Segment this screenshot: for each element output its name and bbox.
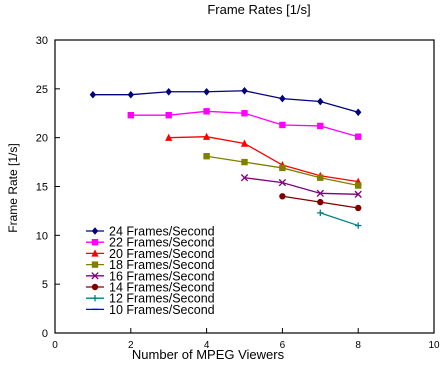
data-point	[91, 283, 99, 291]
chart-title: Frame Rates [1/s]	[207, 2, 310, 17]
data-point	[203, 87, 210, 96]
data-point	[317, 174, 324, 181]
data-point	[127, 90, 134, 99]
data-point	[127, 112, 134, 119]
data-point	[317, 209, 324, 217]
legend-label: 20 Frames/Second	[109, 247, 215, 261]
data-point	[91, 295, 99, 302]
data-point	[355, 222, 362, 229]
data-point	[203, 153, 210, 160]
series-line	[168, 136, 359, 183]
series-line	[244, 177, 359, 195]
data-point	[279, 94, 286, 103]
legend-entry: 12 Frames/Second	[86, 292, 215, 306]
data-point	[241, 158, 248, 166]
series-6	[279, 193, 362, 212]
y-axis-label: Frame Rate [1/s]	[6, 143, 20, 232]
series-1	[89, 86, 362, 117]
data-point	[240, 139, 249, 147]
data-point	[240, 174, 249, 182]
data-point	[91, 272, 99, 280]
data-point	[279, 121, 286, 129]
legend-label: 10 Frames/Second	[109, 303, 215, 317]
legend-label: 18 Frames/Second	[109, 258, 215, 272]
legend-label: 14 Frames/Second	[109, 281, 215, 295]
y-tick-label: 20	[36, 133, 48, 145]
data-point	[241, 86, 248, 95]
data-point	[91, 261, 99, 268]
legend-label: 12 Frames/Second	[109, 292, 215, 306]
data-point	[91, 227, 99, 235]
data-point	[355, 204, 362, 212]
series-layer	[89, 86, 362, 229]
data-point	[165, 112, 172, 119]
data-point	[203, 108, 210, 115]
data-point	[278, 178, 287, 187]
data-point	[203, 132, 211, 140]
data-point	[241, 110, 248, 117]
data-point	[317, 97, 324, 106]
y-tick-label: 15	[36, 182, 48, 194]
x-tick-label: 0	[52, 340, 58, 351]
data-point	[91, 249, 99, 257]
data-point	[165, 87, 172, 96]
legend-entry: 14 Frames/Second	[86, 281, 215, 295]
x-tick-label: 8	[355, 340, 361, 351]
series-7	[317, 209, 362, 229]
legend-label: 16 Frames/Second	[109, 269, 215, 283]
series-5	[240, 174, 362, 198]
y-tick-label: 0	[42, 328, 48, 340]
x-tick-label: 4	[204, 340, 210, 351]
series-line	[320, 212, 359, 227]
data-point	[279, 164, 286, 172]
series-4	[203, 153, 362, 189]
data-point	[91, 239, 99, 246]
legend-label: 22 Frames/Second	[109, 236, 215, 250]
x-tick-label: 2	[128, 340, 134, 351]
data-point	[279, 193, 286, 200]
axes: 0 5 10 15 20 25 30 0 2 4 6 8 10	[36, 35, 440, 351]
data-point	[89, 90, 97, 99]
series-line	[92, 90, 359, 113]
x-axis-label: Number of MPEG Viewers	[132, 347, 285, 362]
y-tick-label: 5	[42, 279, 48, 291]
series-2	[127, 108, 362, 140]
data-point	[355, 108, 362, 117]
legend-entry: 20 Frames/Second	[86, 247, 215, 261]
x-tick-label: 6	[280, 340, 286, 351]
y-tick-label: 10	[36, 230, 48, 242]
legend-entry: 18 Frames/Second	[86, 258, 215, 272]
data-point	[317, 122, 324, 130]
y-tick-label: 30	[36, 35, 48, 47]
legend-entry: 24 Frames/Second	[86, 225, 215, 239]
legend-label: 24 Frames/Second	[109, 225, 215, 239]
data-point	[354, 190, 362, 198]
series-3	[165, 132, 362, 185]
data-point	[355, 133, 362, 140]
legend-entry: 22 Frames/Second	[86, 236, 215, 250]
data-point	[316, 189, 324, 197]
data-point	[317, 198, 324, 206]
legend-entry: 16 Frames/Second	[86, 269, 215, 283]
data-point	[165, 133, 173, 141]
x-tick-label: 10	[428, 340, 440, 351]
legend-entry: 10 Frames/Second	[86, 303, 215, 317]
data-point	[355, 182, 362, 189]
y-tick-label: 25	[36, 84, 48, 96]
